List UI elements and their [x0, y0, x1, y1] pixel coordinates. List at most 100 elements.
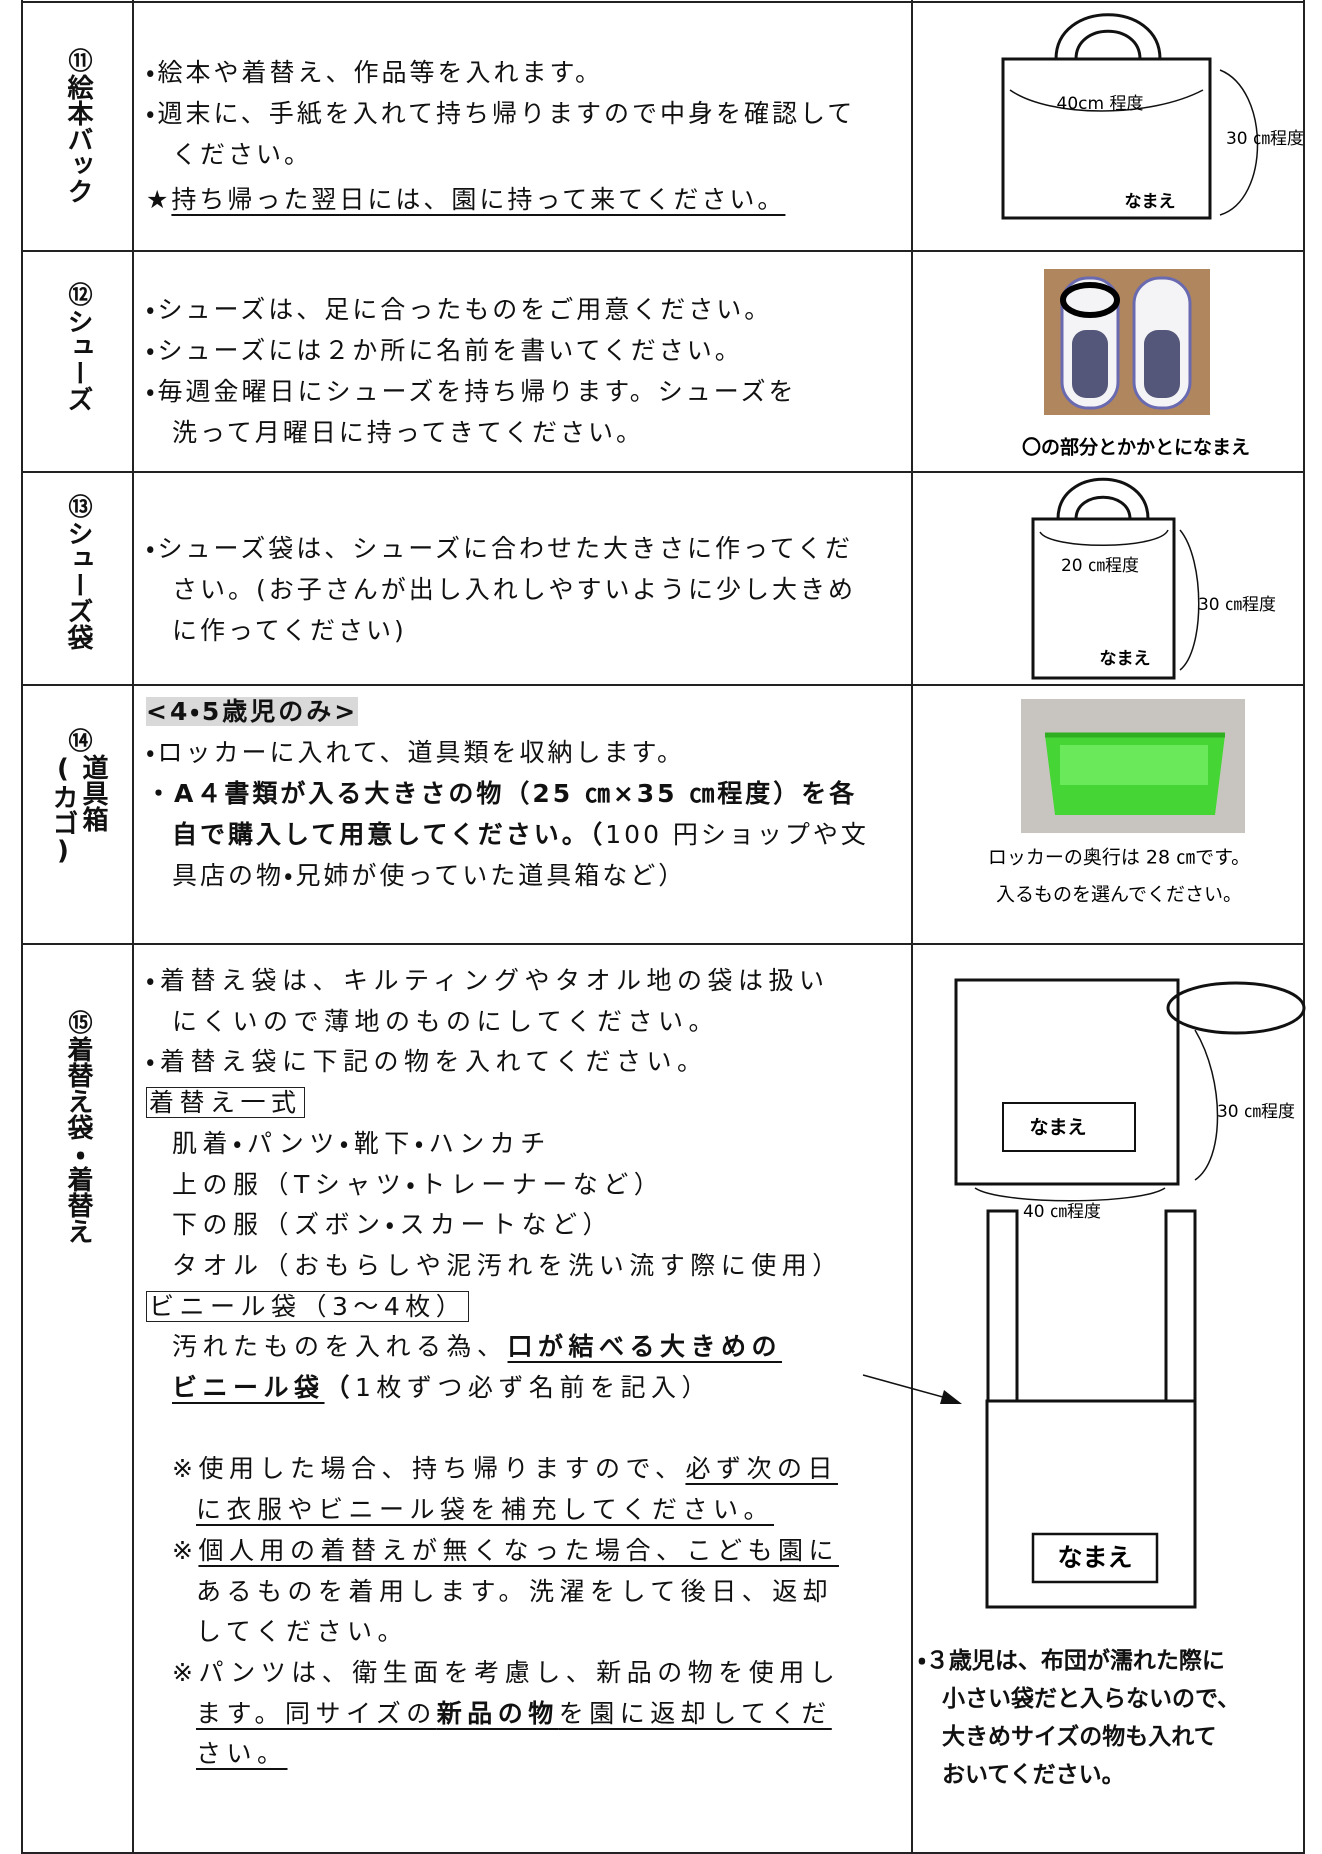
line: ※使用した場合、持ち帰りますので、必ず次の日 — [146, 1449, 911, 1490]
text: 自で購入して用意してください。（ — [172, 820, 606, 849]
text: 具店の物・兄姉が使っていた道具箱など） — [172, 861, 687, 890]
table-border — [21, 684, 1305, 686]
row-name: 着替え袋・着替え — [63, 1036, 93, 1244]
text: ★ — [146, 185, 172, 214]
text: 持ち帰った翌日には、園に持って来てください。 — [171, 185, 786, 214]
text: タオル（おもらしや泥汚れを洗い流す際に使用） — [172, 1250, 843, 1280]
text: さい。(お子さんが出し入れしやすいように少し大きめ — [172, 575, 857, 604]
row-label: ⑬ シューズ袋 — [24, 494, 132, 650]
figure-label: なまえ — [1100, 649, 1151, 669]
text: （ — [324, 1373, 356, 1403]
line: 肌着・パンツ・靴下・ハンカチ — [146, 1124, 911, 1165]
table-border — [21, 1, 1305, 3]
line: 着替え一式 — [146, 1083, 911, 1124]
figure-caption: 入るものを選んでください。 — [996, 884, 1242, 906]
text: 汚れたものを入れる為、 — [172, 1332, 508, 1362]
table-border — [911, 0, 913, 1854]
row-number: ⑭ — [64, 728, 92, 752]
text: ※ — [172, 1535, 199, 1565]
line: ・絵本や着替え、作品等を入れます。 — [146, 52, 911, 93]
spacer — [146, 1409, 911, 1450]
text: ビニール袋（3～4枚） — [146, 1290, 470, 1322]
text: ・ロッカーに入れて、道具類を収納します。 — [146, 738, 686, 767]
text: 洗って月曜日に持ってきてください。 — [172, 418, 645, 447]
line: 汚れたものを入れる為、口が結べる大きめの — [146, 1327, 911, 1368]
figure-caption: 〇の部分とかかとになまえ — [1022, 437, 1250, 459]
text: ます。同サイズの — [196, 1698, 437, 1728]
text: 1枚ずつ必ず名前を記入） — [355, 1373, 712, 1403]
text: ・着替え袋に下記の物を入れてください。 — [146, 1047, 708, 1077]
note-line: ・３歳児は、布団が濡れた際に — [918, 1648, 1225, 1674]
row-text: ・着替え袋は、キルティングやタオル地の袋は扱い にくいので薄地のものにしてくださ… — [146, 961, 911, 1775]
line: ・毎週金曜日にシューズを持ち帰ります。シューズを — [146, 371, 911, 412]
note: ・３歳児は、布団が濡れた際に 小さい袋だと入らないので、 大きめサイズの物も入れ… — [918, 1642, 1240, 1794]
label-text: シューズ袋 — [63, 520, 93, 650]
row-label: ⑪ 絵本バック — [24, 48, 132, 204]
text: 下の服（ズボン・スカートなど） — [172, 1210, 614, 1240]
table-border — [21, 250, 1305, 252]
row-number: ⑮ — [64, 1010, 92, 1034]
text: あるものを着用します。洗濯をして後日、返却 — [196, 1576, 834, 1606]
row-label: ⑫ シューズ — [24, 282, 132, 412]
table-border — [21, 1852, 1305, 1854]
text: 必ず次の日 — [685, 1454, 838, 1484]
row-label: ⑮ 着替え袋・着替え — [24, 1010, 132, 1244]
row-name: 道具箱 (カゴ) — [48, 754, 108, 866]
figure-label: なまえ — [1029, 1117, 1086, 1139]
text: ※パンツは、衛生面を考慮し、新品の物を使用し — [172, 1657, 841, 1687]
figure-label: 40 ㎝程度 — [1023, 1202, 1101, 1222]
text: ・絵本や着替え、作品等を入れます。 — [146, 58, 604, 87]
line: ・シューズは、足に合ったものをご用意ください。 — [146, 289, 911, 330]
row-number: ⑪ — [64, 48, 92, 72]
text: <4・5歳児のみ> — [146, 697, 359, 726]
arrow-head — [940, 1390, 962, 1404]
label-text: 絵本バック — [63, 74, 93, 204]
label-text: 道具箱 — [78, 754, 108, 832]
text: ・シューズ袋は、シューズに合わせた大きさに作ってくだ — [146, 534, 854, 563]
row-text: ・シューズは、足に合ったものをご用意ください。 ・シューズには２か所に名前を書い… — [146, 289, 911, 453]
line: ・着替え袋に下記の物を入れてください。 — [146, 1042, 911, 1083]
figure-label: 40cm 程度 — [1057, 94, 1144, 114]
figure-label: 30 ㎝程度 — [1198, 595, 1276, 615]
bag-drawing — [1031, 477, 1200, 680]
bag-drawing — [1001, 13, 1259, 220]
line: ・シューズには２か所に名前を書いてください。 — [146, 330, 911, 371]
text: ・シューズは、足に合ったものをご用意ください。 — [146, 295, 773, 324]
text: に衣服やビニール袋を補充してください。 — [196, 1495, 775, 1525]
table-border — [21, 0, 23, 1854]
shoes-photo — [1044, 269, 1210, 415]
line: ・A４書類が入る大きさの物（25 ㎝×35 ㎝程度）を各 — [146, 773, 911, 814]
note-line: 小さい袋だと入らないので、 — [942, 1686, 1241, 1712]
line: <4・5歳児のみ> — [146, 691, 911, 732]
line: に衣服やビニール袋を補充してください。 — [146, 1490, 911, 1531]
line: ※パンツは、衛生面を考慮し、新品の物を使用し — [146, 1653, 911, 1694]
text: ・シューズには２か所に名前を書いてください。 — [146, 336, 743, 365]
line: 洗って月曜日に持ってきてください。 — [146, 412, 911, 453]
figure-label: 30 ㎝程度 — [1226, 129, 1304, 149]
row-name: シューズ袋 — [63, 520, 93, 650]
line: あるものを着用します。洗濯をして後日、返却 — [146, 1572, 911, 1613]
line: ビニール袋（3～4枚） — [146, 1287, 911, 1328]
line: ます。同サイズの新品の物を園に返却してくだ — [146, 1694, 911, 1735]
figure-label: 20 ㎝程度 — [1061, 556, 1139, 576]
line: ★持ち帰った翌日には、園に持って来てください。 — [146, 179, 911, 220]
note-line: おいてください。 — [942, 1762, 1125, 1788]
row-name: シューズ — [63, 308, 93, 412]
text: 着替え一式 — [146, 1087, 305, 1119]
row-name: 絵本バック — [63, 74, 93, 204]
line: してください。 — [146, 1612, 911, 1653]
text: ください。 — [172, 140, 313, 169]
text: 肌着・パンツ・靴下・ハンカチ — [172, 1128, 551, 1158]
table-border — [132, 0, 134, 1854]
line: にくいので薄地のものにしてください。 — [146, 1002, 911, 1043]
text: さい。 — [196, 1739, 288, 1769]
text: 上の服（Tシャツ・トレーナーなど） — [172, 1169, 665, 1199]
text: を園に返却してくだ — [558, 1698, 832, 1728]
line: に作ってください) — [146, 610, 911, 651]
label-text: (カゴ) — [48, 754, 78, 866]
row-text: ・絵本や着替え、作品等を入れます。 ・週末に、手紙を入れて持ち帰りますので中身を… — [146, 52, 911, 220]
row-label: ⑭ 道具箱 (カゴ) — [24, 728, 132, 866]
row-number: ⑬ — [64, 494, 92, 518]
note-line: 大きめサイズの物も入れて — [942, 1724, 1217, 1750]
